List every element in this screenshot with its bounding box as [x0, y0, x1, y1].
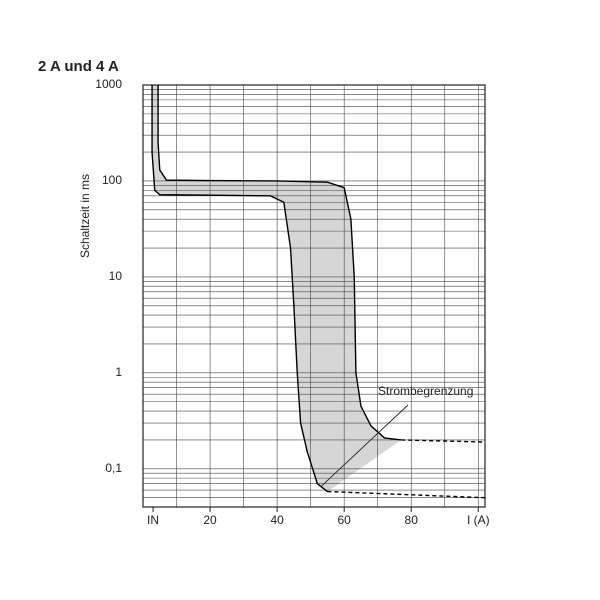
x-tick-label: 20	[203, 513, 217, 527]
y-axis-label: Schaltzeit in ms	[78, 174, 92, 258]
y-tick-label: 100	[102, 173, 122, 187]
x-tick-label: 60	[337, 513, 351, 527]
tolerance-band	[152, 85, 402, 492]
chart-title: 2 A und 4 A	[38, 58, 119, 75]
curve	[401, 439, 486, 443]
curve	[151, 85, 328, 493]
x-tick-label: I (A)	[467, 513, 490, 527]
x-tick-label: 80	[405, 513, 419, 527]
curve	[327, 490, 486, 499]
y-tick-label: 1000	[95, 77, 122, 91]
y-tick-label: 1	[115, 365, 122, 379]
annotation: Strombegrenzung	[378, 384, 473, 398]
annotation-leader	[320, 404, 409, 488]
x-tick-label: 40	[270, 513, 284, 527]
y-tick-label: 10	[109, 269, 123, 283]
plot-frame	[142, 84, 486, 508]
curve	[157, 85, 402, 441]
x-tick-label: IN	[147, 513, 159, 527]
y-tick-label: 0,1	[105, 461, 122, 475]
